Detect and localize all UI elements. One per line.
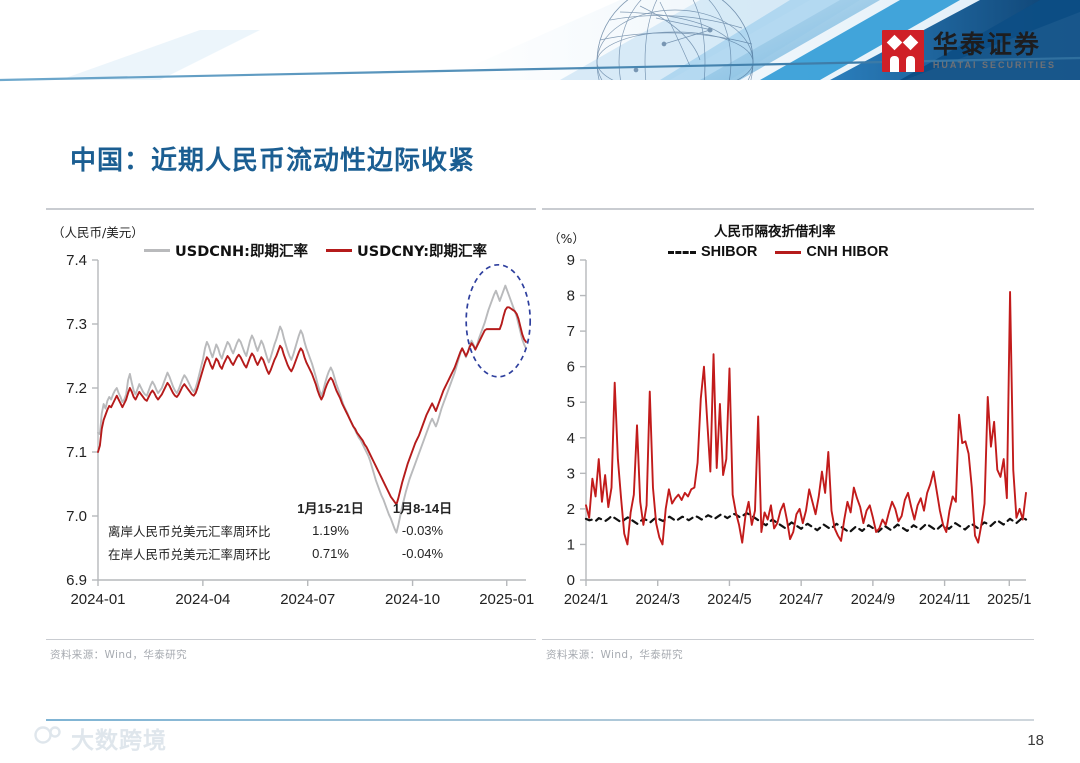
- left-chart-source: 资料来源：Wind，华泰研究: [50, 649, 187, 661]
- svg-text:2024-10: 2024-10: [385, 591, 440, 608]
- right-chart-source: 资料来源：Wind，华泰研究: [546, 649, 683, 661]
- footer-divider: [46, 719, 1034, 721]
- legend-swatch-cnh-hibor-icon: [775, 250, 802, 254]
- svg-text:1: 1: [567, 536, 575, 553]
- watermark-text: 大数跨境: [71, 728, 167, 754]
- right-chart-unit-label: （%）: [548, 231, 585, 246]
- svg-text:4: 4: [567, 430, 575, 447]
- svg-text:2024/9: 2024/9: [851, 592, 895, 608]
- legend-label-cnh-hibor: CNH HIBOR: [806, 244, 889, 260]
- legend-label-shibor: SHIBOR: [701, 244, 758, 260]
- legend-label-usdcnh: USDCNH:即期汇率: [175, 244, 308, 260]
- svg-text:7.2: 7.2: [66, 380, 87, 397]
- annotation-cell-1-0: 0.71%: [312, 546, 349, 561]
- svg-text:7.3: 7.3: [66, 316, 87, 333]
- annotation-cell-0-0: 1.19%: [312, 523, 349, 538]
- panel-bottom-divider: [542, 639, 1034, 640]
- svg-text:0: 0: [567, 572, 575, 589]
- legend-item-usdcnh: USDCNH:即期汇率: [144, 240, 308, 261]
- left-chart-unit-label: （人民币/美元）: [52, 225, 144, 240]
- legend-label-usdcny: USDCNY:即期汇率: [356, 244, 488, 260]
- watermark-logo-icon: [34, 726, 61, 744]
- svg-text:2024/11: 2024/11: [919, 592, 970, 608]
- svg-text:2024-01: 2024-01: [70, 591, 125, 608]
- svg-text:2024/7: 2024/7: [779, 592, 823, 608]
- huatai-logo-mark-icon: [881, 30, 924, 72]
- svg-text:2025/1: 2025/1: [987, 592, 1031, 608]
- svg-text:2025-01: 2025-01: [479, 591, 534, 608]
- annotation-header-row: 1月15-21日 1月8-14日: [108, 496, 469, 519]
- svg-text:2024/5: 2024/5: [707, 592, 751, 608]
- left-chart-annotation-table: 1月15-21日 1月8-14日 离岸人民币兑美元汇率周环比 1.19% -0.…: [108, 496, 469, 565]
- annotation-row-offshore: 离岸人民币兑美元汇率周环比 1.19% -0.03%: [108, 519, 469, 542]
- right-chart-legend: SHIBOR CNH HIBOR: [668, 244, 889, 260]
- svg-text:7.4: 7.4: [66, 252, 87, 269]
- left-chart-plot: 6.9 7.0 7.1 7.2 7.3 7.4 2024-01 2024-04 2024-07 2…: [66, 252, 534, 608]
- legend-item-shibor: SHIBOR: [668, 244, 757, 260]
- annotation-cell-0-1: -0.03%: [401, 523, 444, 538]
- legend-item-usdcny: USDCNY:即期汇率: [325, 240, 488, 261]
- svg-text:8: 8: [567, 288, 575, 305]
- annotation-row-label-0: 离岸人民币兑美元汇率周环比: [108, 524, 271, 539]
- svg-text:2024-04: 2024-04: [175, 591, 230, 608]
- svg-text:6: 6: [567, 359, 575, 376]
- page-title: 中国：近期人民币流动性边际收紧: [70, 146, 476, 176]
- annotation-row-label-1: 在岸人民币兑美元汇率周环比: [108, 547, 271, 562]
- slide-header: 华泰证券 HUATAI SECURITIES: [0, 0, 1080, 96]
- annotation-row-onshore: 在岸人民币兑美元汇率周环比 0.71% -0.04%: [108, 542, 469, 565]
- svg-text:5: 5: [567, 394, 575, 411]
- panel-top-divider: [542, 208, 1034, 210]
- logo-text-cn: 华泰证券: [932, 29, 1041, 59]
- legend-swatch-usdcny-icon: [325, 249, 352, 252]
- logo-text-en: HUATAI SECURITIES: [932, 60, 1056, 71]
- annotation-col-1: 1月8-14日: [392, 501, 453, 516]
- svg-text:2024/3: 2024/3: [636, 592, 680, 608]
- legend-item-cnh-hibor: CNH HIBOR: [775, 244, 889, 260]
- page-number: 18: [1027, 732, 1044, 749]
- annotation-cell-1-1: -0.04%: [401, 546, 444, 561]
- legend-swatch-usdcnh-icon: [144, 249, 170, 252]
- svg-text:7: 7: [567, 323, 575, 340]
- left-chart-legend: USDCNH:即期汇率 USDCNY:即期汇率: [144, 240, 487, 261]
- svg-text:7.1: 7.1: [66, 444, 87, 461]
- right-chart-plot: 0 1 2 3 4 5 6 7 8 9 2024/1 2024/3 2024/5 2024/7 2024/9…: [564, 252, 1032, 608]
- huatai-logo: 华泰证券 HUATAI SECURITIES: [881, 29, 1056, 72]
- panel-bottom-divider: [46, 639, 536, 640]
- svg-text:2: 2: [567, 501, 575, 518]
- annotation-col-0: 1月15-21日: [297, 501, 364, 516]
- svg-text:2024/1: 2024/1: [564, 592, 608, 608]
- panel-top-divider: [46, 208, 536, 210]
- legend-swatch-shibor-icon: [668, 250, 696, 254]
- svg-text:9: 9: [567, 252, 575, 269]
- svg-text:3: 3: [567, 465, 575, 482]
- svg-text:6.9: 6.9: [66, 572, 87, 589]
- right-chart-panel: （%） 人民币隔夜折借利率 SHIBOR CNH HIBOR 0 1 2 3 4 5 6 7 8…: [542, 208, 1034, 668]
- svg-text:2024-07: 2024-07: [280, 591, 335, 608]
- right-chart-title: 人民币隔夜折借利率: [714, 224, 836, 240]
- left-chart-panel: （人民币/美元） USDCNH:即期汇率 USDCNY:即期汇率 6.9 7.0 7…: [46, 208, 536, 668]
- svg-text:7.0: 7.0: [66, 508, 87, 525]
- watermark: 大数跨境: [34, 721, 167, 755]
